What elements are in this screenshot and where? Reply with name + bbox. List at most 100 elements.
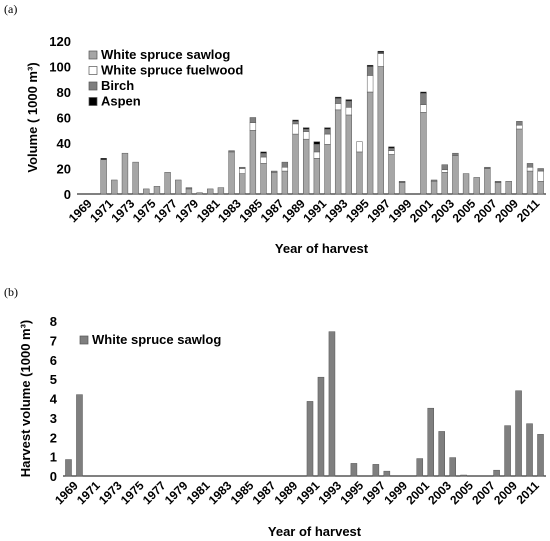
y-tick-label: 100 xyxy=(49,60,71,75)
x-tick-label: 1999 xyxy=(381,478,410,507)
bar-white-spruce-fuelwood-1984 xyxy=(239,168,246,174)
bar-birch-2004 xyxy=(452,152,459,156)
bar-white-spruce-fuelwood-1985 xyxy=(249,122,257,131)
panel-label-a: (a) xyxy=(4,2,18,16)
bar-white-spruce-fuelwood-1986 xyxy=(260,156,267,164)
x-tick-label: 2011 xyxy=(514,478,543,507)
bar-birch-2010 xyxy=(516,121,523,126)
bar-aspen-1998 xyxy=(388,146,395,149)
bar-birch-1999 xyxy=(398,181,406,183)
bar-white-spruce-sawlog-1978 xyxy=(175,179,182,195)
bar-white-spruce-sawlog-2011 xyxy=(526,170,534,195)
y-tick-label: 7 xyxy=(50,333,57,348)
legend-swatch-birch xyxy=(88,81,98,91)
bar-white-spruce-sawlog-1989 xyxy=(292,133,299,195)
x-tick-label: 1975 xyxy=(118,478,147,507)
bar-birch-2008 xyxy=(494,181,502,183)
x-tick-label: 1991 xyxy=(294,478,323,507)
y-axis-title: Harvest volume (1000 m³) xyxy=(18,320,33,478)
bar-white-spruce-sawlog-1992 xyxy=(317,376,325,477)
y-tick-label: 80 xyxy=(57,85,71,100)
bar-birch-1988 xyxy=(281,161,289,168)
bar-white-spruce-sawlog-1984 xyxy=(239,173,246,195)
bar-white-spruce-sawlog-2003 xyxy=(441,172,448,195)
bar-white-spruce-sawlog-2005 xyxy=(462,173,470,195)
bar-white-spruce-sawlog-2012 xyxy=(537,181,544,195)
legend-label-birch: Birch xyxy=(101,78,134,93)
bar-white-spruce-sawlog-1993 xyxy=(334,109,342,195)
legend-label-white-spruce-sawlog: White spruce sawlog xyxy=(92,332,221,347)
bar-white-spruce-fuelwood-1993 xyxy=(334,103,342,111)
bar-birch-2002 xyxy=(430,179,438,182)
x-tick-label: 1983 xyxy=(206,478,235,507)
bar-birch-2003 xyxy=(441,164,448,171)
bar-white-spruce-sawlog-1999 xyxy=(398,182,406,195)
chart-b: 0123456781969197119731975197719791981198… xyxy=(18,314,546,539)
bar-white-spruce-sawlog-1971 xyxy=(100,159,107,195)
bar-birch-1985 xyxy=(249,117,257,123)
x-tick-label: 1981 xyxy=(184,478,213,507)
bar-white-spruce-sawlog-1998 xyxy=(383,470,391,477)
bar-birch-1996 xyxy=(366,66,374,76)
x-tick-label: 1979 xyxy=(162,478,191,507)
bar-white-spruce-sawlog-2002 xyxy=(427,407,435,477)
bar-white-spruce-sawlog-1979 xyxy=(185,188,193,195)
x-tick-label: 1977 xyxy=(140,478,169,507)
bar-white-spruce-fuelwood-1997 xyxy=(377,53,384,67)
bar-white-spruce-sawlog-1997 xyxy=(377,66,384,195)
bar-birch-1984 xyxy=(239,166,246,169)
x-tick-label: 1987 xyxy=(250,478,279,507)
bar-white-spruce-fuelwood-2010 xyxy=(516,124,523,130)
bar-white-spruce-sawlog-1991 xyxy=(306,401,314,477)
bar-white-spruce-sawlog-1995 xyxy=(356,151,363,195)
bar-white-spruce-fuelwood-2011 xyxy=(526,166,534,172)
bar-birch-1992 xyxy=(324,128,331,135)
bar-white-spruce-sawlog-1975 xyxy=(143,188,150,195)
bar-white-spruce-sawlog-2007 xyxy=(484,168,491,195)
bar-white-spruce-fuelwood-2003 xyxy=(441,169,448,173)
y-tick-label: 8 xyxy=(50,314,57,329)
bar-white-spruce-sawlog-2010 xyxy=(515,390,522,477)
bar-white-spruce-sawlog-1980 xyxy=(196,192,203,195)
x-tick-label: 1971 xyxy=(74,478,103,507)
bar-birch-1994 xyxy=(345,100,352,108)
y-tick-label: 0 xyxy=(64,187,71,202)
bar-white-spruce-fuelwood-1996 xyxy=(366,75,374,93)
legend-swatch-white-spruce-sawlog xyxy=(88,50,98,60)
x-tick-label: 2009 xyxy=(491,478,520,507)
bar-white-spruce-sawlog-2009 xyxy=(504,425,511,477)
x-tick-label: 1995 xyxy=(337,478,366,507)
bar-birch-1993 xyxy=(334,98,342,104)
bar-white-spruce-sawlog-1985 xyxy=(249,130,257,195)
x-tick-label: 1997 xyxy=(359,478,388,507)
bar-white-spruce-sawlog-2009 xyxy=(505,181,512,195)
bar-white-spruce-fuelwood-1991 xyxy=(313,151,321,159)
legend-swatch-white-spruce-sawlog xyxy=(79,335,89,345)
x-tick-label: 2001 xyxy=(403,478,432,507)
bar-aspen-1996 xyxy=(366,64,374,67)
bar-white-spruce-fuelwood-1998 xyxy=(388,150,395,155)
bar-white-spruce-fuelwood-1988 xyxy=(281,166,289,172)
bar-white-spruce-sawlog-2010 xyxy=(516,128,523,195)
bar-white-spruce-sawlog-2005 xyxy=(460,474,467,477)
bar-white-spruce-fuelwood-1995 xyxy=(356,141,363,153)
chart-a: 0204060801001201969197119731975197719791… xyxy=(25,34,546,256)
bar-white-spruce-fuelwood-2001 xyxy=(420,104,427,113)
bar-birch-1987 xyxy=(271,170,278,173)
y-tick-label: 120 xyxy=(49,34,71,49)
bar-white-spruce-sawlog-1997 xyxy=(372,464,380,477)
x-tick-label: 1985 xyxy=(228,478,257,507)
legend-swatch-white-spruce-fuelwood xyxy=(88,66,98,75)
bar-white-spruce-sawlog-1973 xyxy=(121,152,129,195)
bar-white-spruce-sawlog-2008 xyxy=(493,469,500,477)
bar-aspen-1989 xyxy=(292,119,299,122)
y-tick-label: 1 xyxy=(50,450,57,465)
bar-birch-2001 xyxy=(420,93,427,106)
bar-white-spruce-sawlog-1995 xyxy=(350,463,358,477)
bar-white-spruce-sawlog-1981 xyxy=(207,188,214,195)
y-tick-label: 6 xyxy=(50,353,57,368)
bar-white-spruce-sawlog-1996 xyxy=(366,91,374,195)
panel-label-b: (b) xyxy=(4,285,18,299)
bar-white-spruce-fuelwood-1990 xyxy=(302,131,310,140)
legend-label-white-spruce-fuelwood: White spruce fuelwood xyxy=(101,63,243,78)
